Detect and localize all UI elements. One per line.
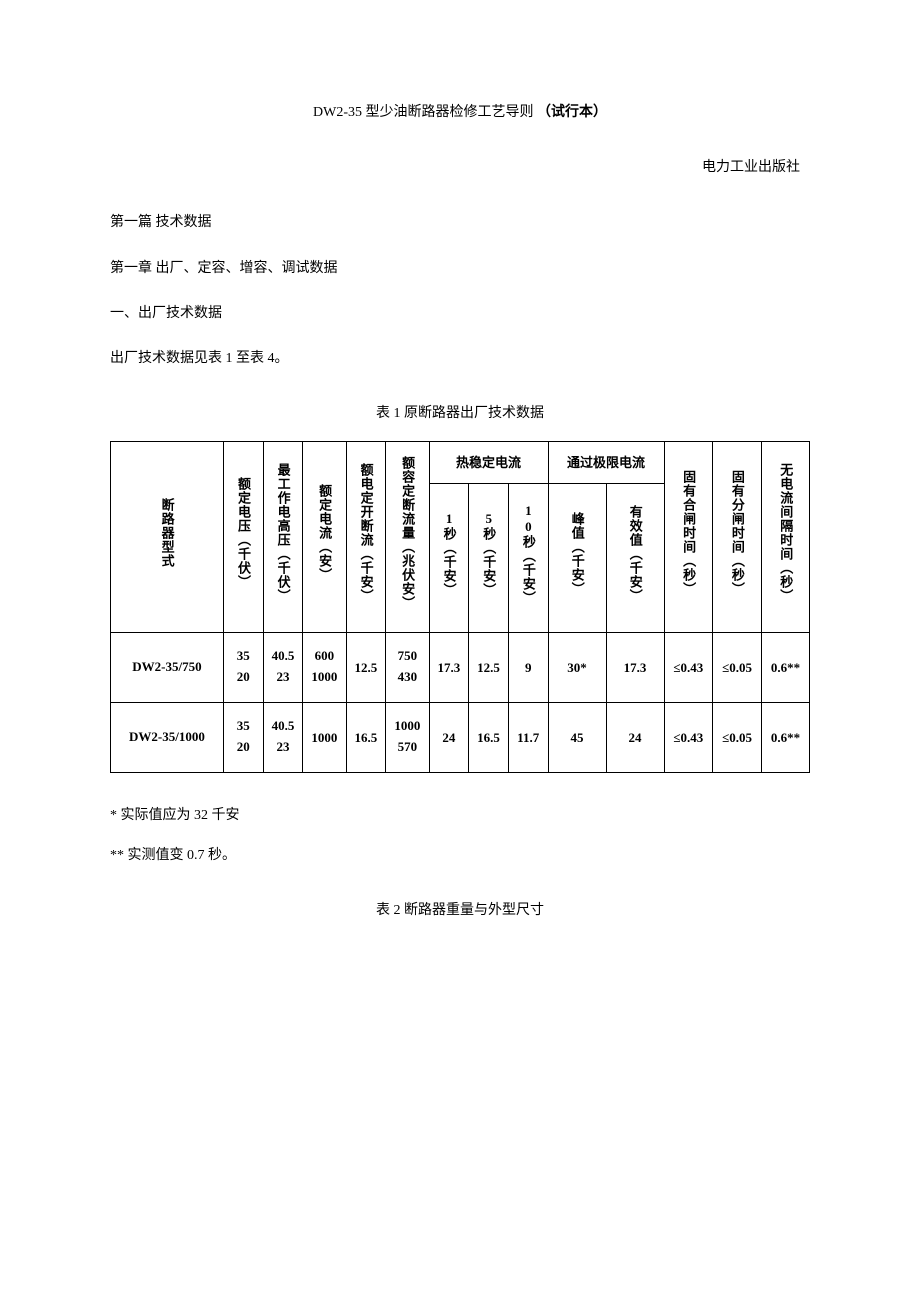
cell-close-time: ≤0.43 (664, 632, 713, 702)
cell-max-voltage: 40.523 (263, 632, 303, 702)
cell-interval: 0.6** (762, 702, 810, 772)
footnote2: ** 实测值变 0.7 秒。 (110, 843, 810, 868)
col-5s: 5秒（千安） (477, 499, 500, 609)
table-row: DW2-35/1000 3520 40.523 1000 16.5 100057… (111, 702, 810, 772)
cell-open-time: ≤0.05 (713, 702, 762, 772)
section1-heading: 一、出厂技术数据 (110, 301, 810, 326)
cell-break-capacity: 1000570 (386, 702, 429, 772)
col-open-time: 固有分闸时间（秒） (725, 448, 748, 618)
footnote1: * 实际值应为 32 千安 (110, 803, 810, 828)
cell-voltage: 3520 (223, 702, 263, 772)
cell-break-current: 12.5 (346, 632, 386, 702)
cell-open-time: ≤0.05 (713, 632, 762, 702)
col-break-capacity: 额容定断流量（兆伏安） (396, 448, 419, 618)
table-header-row1: 断路器型式 额定电压（千伏） 最工作电高压（千伏） 额定电流（安） 额电定开断流… (111, 442, 810, 484)
col-voltage: 额定电压（千伏） (232, 448, 255, 618)
cell-close-time: ≤0.43 (664, 702, 713, 772)
cell-10s: 9 (508, 632, 548, 702)
section1-text: 出厂技术数据见表 1 至表 4。 (110, 346, 810, 371)
cell-peak: 45 (548, 702, 606, 772)
cell-10s: 11.7 (508, 702, 548, 772)
cell-rms: 17.3 (606, 632, 664, 702)
cell-current: 6001000 (303, 632, 346, 702)
title-prefix: DW2-35 型少油断路器检修工艺导则 (313, 105, 534, 120)
cell-5s: 12.5 (469, 632, 509, 702)
cell-1s: 24 (429, 702, 469, 772)
cell-1s: 17.3 (429, 632, 469, 702)
cell-break-capacity: 750430 (386, 632, 429, 702)
cell-break-current: 16.5 (346, 702, 386, 772)
table1-body: DW2-35/750 3520 40.523 6001000 12.5 7504… (111, 632, 810, 772)
col-break-current: 额电定开断流（千安） (354, 448, 377, 618)
cell-max-voltage: 40.523 (263, 702, 303, 772)
cell-5s: 16.5 (469, 702, 509, 772)
col-max-voltage: 最工作电高压（千伏） (271, 448, 294, 618)
col-current: 额定电流（安） (313, 448, 336, 618)
col-limit-group: 通过极限电流 (548, 442, 664, 484)
part-heading: 第一篇 技术数据 (110, 210, 810, 235)
document-title: DW2-35 型少油断路器检修工艺导则 （试行本） (110, 100, 810, 125)
cell-rms: 24 (606, 702, 664, 772)
col-10s: 10秒（千安） (516, 499, 539, 609)
col-close-time: 固有合闸时间（秒） (677, 448, 700, 618)
table1: 断路器型式 额定电压（千伏） 最工作电高压（千伏） 额定电流（安） 额电定开断流… (110, 441, 810, 772)
table1-caption: 表 1 原断路器出厂技术数据 (110, 401, 810, 426)
cell-peak: 30* (548, 632, 606, 702)
cell-interval: 0.6** (762, 632, 810, 702)
table-row: DW2-35/750 3520 40.523 6001000 12.5 7504… (111, 632, 810, 702)
cell-voltage: 3520 (223, 632, 263, 702)
title-suffix: （试行本） (537, 105, 607, 120)
col-1s: 1秒（千安） (437, 499, 460, 609)
table2-caption: 表 2 断路器重量与外型尺寸 (110, 898, 810, 923)
col-model: 断路器型式 (155, 448, 178, 618)
col-interval: 无电流间隔时间（秒） (774, 448, 797, 618)
col-peak: 峰值（千安） (565, 499, 588, 609)
col-thermal-group: 热稳定电流 (429, 442, 548, 484)
cell-model: DW2-35/1000 (111, 702, 224, 772)
col-rms: 有效值（千安） (623, 499, 646, 609)
cell-current: 1000 (303, 702, 346, 772)
cell-model: DW2-35/750 (111, 632, 224, 702)
publisher: 电力工业出版社 (110, 155, 810, 180)
chapter-heading: 第一章 出厂、定容、增容、调试数据 (110, 256, 810, 281)
